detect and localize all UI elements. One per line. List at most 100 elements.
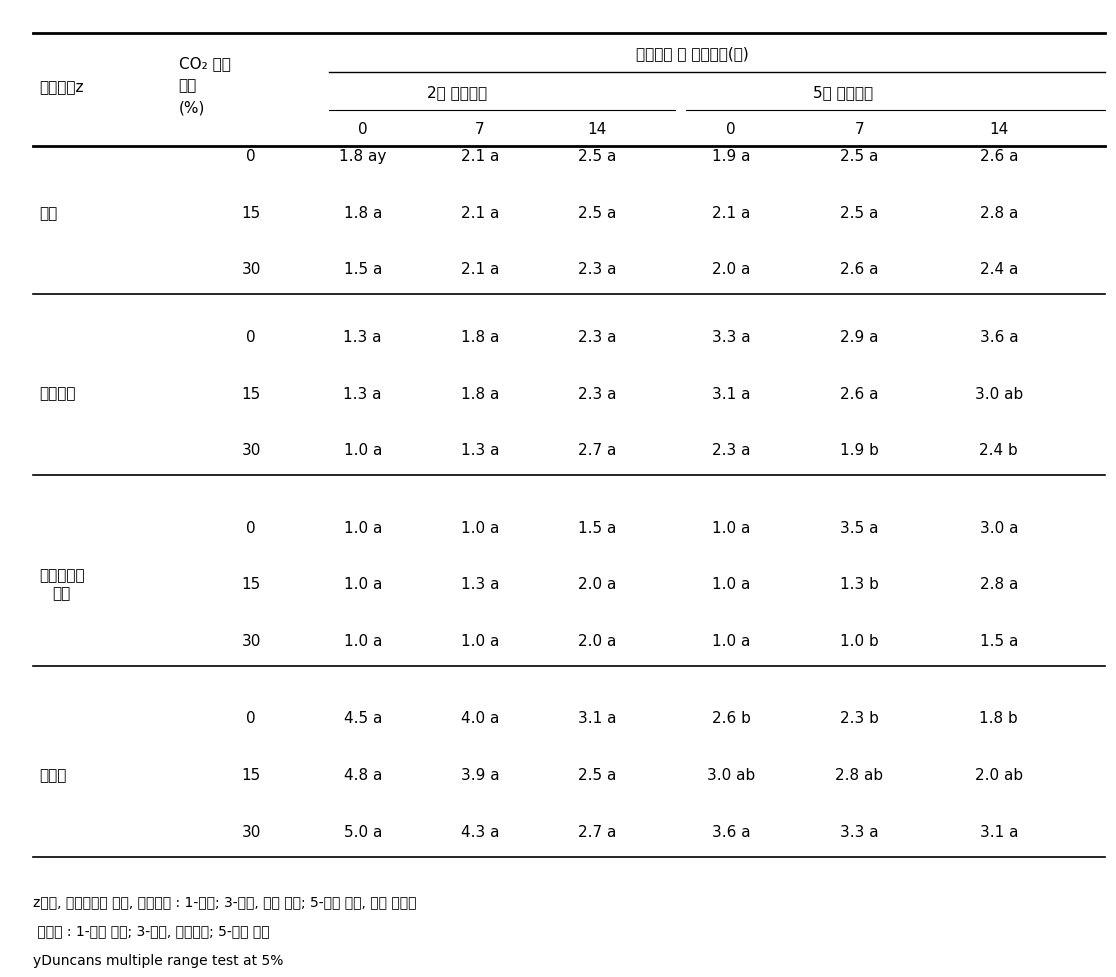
Text: 2.5 a: 2.5 a (578, 205, 616, 221)
Text: 1.0 a: 1.0 a (344, 520, 382, 535)
Text: 1.0 a: 1.0 a (344, 443, 382, 458)
Text: 2.0 a: 2.0 a (578, 633, 616, 649)
Text: 30: 30 (241, 633, 261, 649)
Text: 2.8 a: 2.8 a (980, 205, 1018, 221)
Text: 3.5 a: 3.5 a (840, 520, 878, 535)
Text: 0: 0 (727, 121, 735, 137)
Text: 1.3 b: 1.3 b (840, 576, 878, 592)
Text: 3.9 a: 3.9 a (461, 767, 499, 783)
Text: 3.0 ab: 3.0 ab (974, 386, 1023, 402)
Text: 4.8 a: 4.8 a (344, 767, 382, 783)
Text: 1.3 a: 1.3 a (461, 576, 499, 592)
Text: 농도: 농도 (179, 78, 196, 94)
Text: 2.3 a: 2.3 a (578, 386, 616, 402)
Text: 15: 15 (241, 386, 261, 402)
Text: 3.0 a: 3.0 a (980, 520, 1018, 535)
Text: 1.8 ay: 1.8 ay (339, 149, 386, 164)
Text: 7: 7 (475, 121, 484, 137)
Text: 2.5 a: 2.5 a (578, 149, 616, 164)
Text: 1.3 a: 1.3 a (344, 329, 382, 345)
Text: 갈변정도: 갈변정도 (39, 386, 76, 402)
Text: z이취, 조직물러짐 정도, 갈변정도 : 1-없음; 3-보통, 판매 가능; 5-아주 심함, 판매 불가능: z이취, 조직물러짐 정도, 갈변정도 : 1-없음; 3-보통, 판매 가능;… (33, 894, 417, 908)
Text: 15: 15 (241, 576, 261, 592)
Text: 2.1 a: 2.1 a (712, 205, 750, 221)
Text: 1.8 a: 1.8 a (344, 205, 382, 221)
Text: 2.1 a: 2.1 a (461, 205, 499, 221)
Text: 3.3 a: 3.3 a (840, 824, 878, 839)
Text: 1.0 a: 1.0 a (344, 576, 382, 592)
Text: 2.0 a: 2.0 a (578, 576, 616, 592)
Text: 1.5 a: 1.5 a (344, 262, 382, 277)
Text: 2.5 a: 2.5 a (840, 205, 878, 221)
Text: 2.3 a: 2.3 a (712, 443, 750, 458)
Text: 1.3 a: 1.3 a (344, 386, 382, 402)
Text: 14: 14 (587, 121, 607, 137)
Text: 0: 0 (247, 149, 256, 164)
Text: (%): (%) (179, 100, 205, 115)
Text: 2.7 a: 2.7 a (578, 443, 616, 458)
Text: 1.5 a: 1.5 a (980, 633, 1018, 649)
Text: 상품성: 상품성 (39, 767, 67, 783)
Text: 1.0 a: 1.0 a (712, 520, 750, 535)
Text: 0: 0 (358, 121, 367, 137)
Text: 2.6 a: 2.6 a (840, 262, 878, 277)
Text: 0: 0 (247, 710, 256, 726)
Text: 14: 14 (989, 121, 1009, 137)
Text: CO₂ 처리: CO₂ 처리 (179, 56, 230, 71)
Text: 1.9 a: 1.9 a (712, 149, 750, 164)
Text: 2주 모의선적: 2주 모의선적 (427, 85, 488, 101)
Text: 상품성 : 1-아주 나쁨; 3-보통, 판매가능; 5-아주 좋음: 상품성 : 1-아주 나쁨; 3-보통, 판매가능; 5-아주 좋음 (33, 923, 270, 937)
Text: 0: 0 (247, 329, 256, 345)
Text: 2.5 a: 2.5 a (578, 767, 616, 783)
Text: 30: 30 (241, 262, 261, 277)
Text: 2.7 a: 2.7 a (578, 824, 616, 839)
Text: 2.6 a: 2.6 a (980, 149, 1018, 164)
Text: 3.1 a: 3.1 a (712, 386, 750, 402)
Text: 0: 0 (247, 520, 256, 535)
Text: 조직물러짐
정도: 조직물러짐 정도 (39, 568, 85, 601)
Text: 3.0 ab: 3.0 ab (706, 767, 756, 783)
Text: 2.5 a: 2.5 a (840, 149, 878, 164)
Text: yDuncans multiple range test at 5%: yDuncans multiple range test at 5% (33, 953, 283, 966)
Text: 4.3 a: 4.3 a (461, 824, 499, 839)
Text: 2.6 b: 2.6 b (712, 710, 750, 726)
Text: 1.0 b: 1.0 b (840, 633, 878, 649)
Text: 1.5 a: 1.5 a (578, 520, 616, 535)
Text: 2.1 a: 2.1 a (461, 262, 499, 277)
Text: 1.8 b: 1.8 b (980, 710, 1018, 726)
Text: 3.3 a: 3.3 a (712, 329, 750, 345)
Text: 1.8 a: 1.8 a (461, 329, 499, 345)
Text: 품질지표z: 품질지표z (39, 80, 84, 96)
Text: 4.0 a: 4.0 a (461, 710, 499, 726)
Text: 3.1 a: 3.1 a (980, 824, 1018, 839)
Text: 2.3 a: 2.3 a (578, 262, 616, 277)
Text: 5.0 a: 5.0 a (344, 824, 382, 839)
Text: 2.0 ab: 2.0 ab (974, 767, 1023, 783)
Text: 5주 모의선적: 5주 모의선적 (812, 85, 873, 101)
Text: 2.0 a: 2.0 a (712, 262, 750, 277)
Text: 30: 30 (241, 824, 261, 839)
Text: 1.9 b: 1.9 b (840, 443, 878, 458)
Text: 3.6 a: 3.6 a (712, 824, 750, 839)
Text: 2.8 ab: 2.8 ab (835, 767, 884, 783)
Text: 1.3 a: 1.3 a (461, 443, 499, 458)
Text: 1.0 a: 1.0 a (461, 520, 499, 535)
Text: 2.3 b: 2.3 b (840, 710, 878, 726)
Text: 2.4 b: 2.4 b (980, 443, 1018, 458)
Text: 30: 30 (241, 443, 261, 458)
Text: 1.0 a: 1.0 a (344, 633, 382, 649)
Text: 2.3 a: 2.3 a (578, 329, 616, 345)
Text: 15: 15 (241, 767, 261, 783)
Text: 2.4 a: 2.4 a (980, 262, 1018, 277)
Text: 2.8 a: 2.8 a (980, 576, 1018, 592)
Text: 1.8 a: 1.8 a (461, 386, 499, 402)
Text: 7: 7 (855, 121, 864, 137)
Text: 15: 15 (241, 205, 261, 221)
Text: 2.6 a: 2.6 a (840, 386, 878, 402)
Text: 이취: 이취 (39, 205, 57, 221)
Text: 1.0 a: 1.0 a (712, 576, 750, 592)
Text: 1.0 a: 1.0 a (461, 633, 499, 649)
Text: 4.5 a: 4.5 a (344, 710, 382, 726)
Text: 3.1 a: 3.1 a (578, 710, 616, 726)
Text: 2.1 a: 2.1 a (461, 149, 499, 164)
